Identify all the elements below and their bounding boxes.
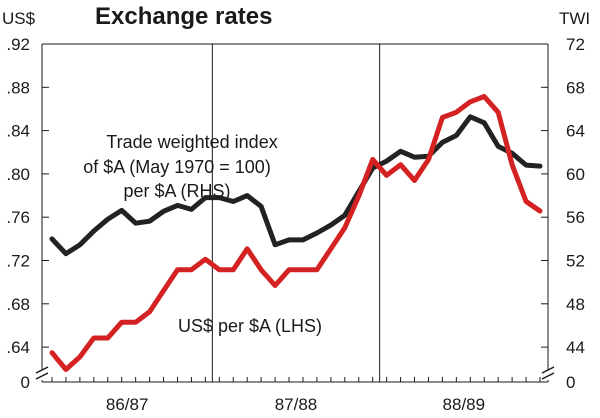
axis-break-mark [35,366,49,374]
left-tick-label: .88 [6,78,30,97]
axis-break-mark [35,372,49,380]
category-label: 87/88 [275,395,318,414]
usd-series-line [49,94,543,372]
series-lines [49,94,543,372]
axis-break-marks [35,366,555,380]
right-tick-label: 52 [566,252,585,271]
left-tick-label: .76 [6,208,30,227]
right-axis-ticks: 72 68 64 60 56 52 48 44 0 [541,35,585,392]
twi-annotation-line1: Trade weighted index [106,132,277,152]
x-axis-categories: 86/87 87/88 88/89 [106,395,485,414]
category-label: 88/89 [443,395,486,414]
right-tick-label: 48 [566,295,585,314]
twi-annotation-line2: of $A (May 1970 = 100) [83,157,271,177]
chart-title: Exchange rates [95,3,272,30]
right-tick-label: 44 [566,338,585,357]
left-tick-label: .92 [6,35,30,54]
plot-frame [41,43,549,383]
left-tick-label: .72 [6,252,30,271]
left-tick-label: .64 [6,338,30,357]
right-tick-label: 72 [566,35,585,54]
left-tick-label: .80 [6,165,30,184]
right-tick-label: 60 [566,165,585,184]
right-axis-unit: TWI [559,9,590,28]
twi-series-line [49,114,543,257]
x-axis-ticks [51,377,541,382]
axis-break-mark [541,372,555,380]
year-gridlines [211,44,381,382]
left-axis-unit: US$ [2,9,36,28]
left-tick-label: .68 [6,295,30,314]
category-label: 86/87 [106,395,149,414]
left-axis-ticks: .92 .88 .84 .80 .76 .72 .68 .64 0 [6,35,49,392]
left-tick-label: 0 [21,373,30,392]
right-tick-label: 64 [566,122,585,141]
right-tick-label: 0 [566,373,575,392]
usd-annotation: US$ per $A (LHS) [178,316,322,336]
right-tick-label: 68 [566,78,585,97]
left-tick-label: .84 [6,122,30,141]
twi-annotation-line3: per $A (RHS) [123,181,230,201]
right-tick-label: 56 [566,208,585,227]
axis-break-mark [541,366,555,374]
